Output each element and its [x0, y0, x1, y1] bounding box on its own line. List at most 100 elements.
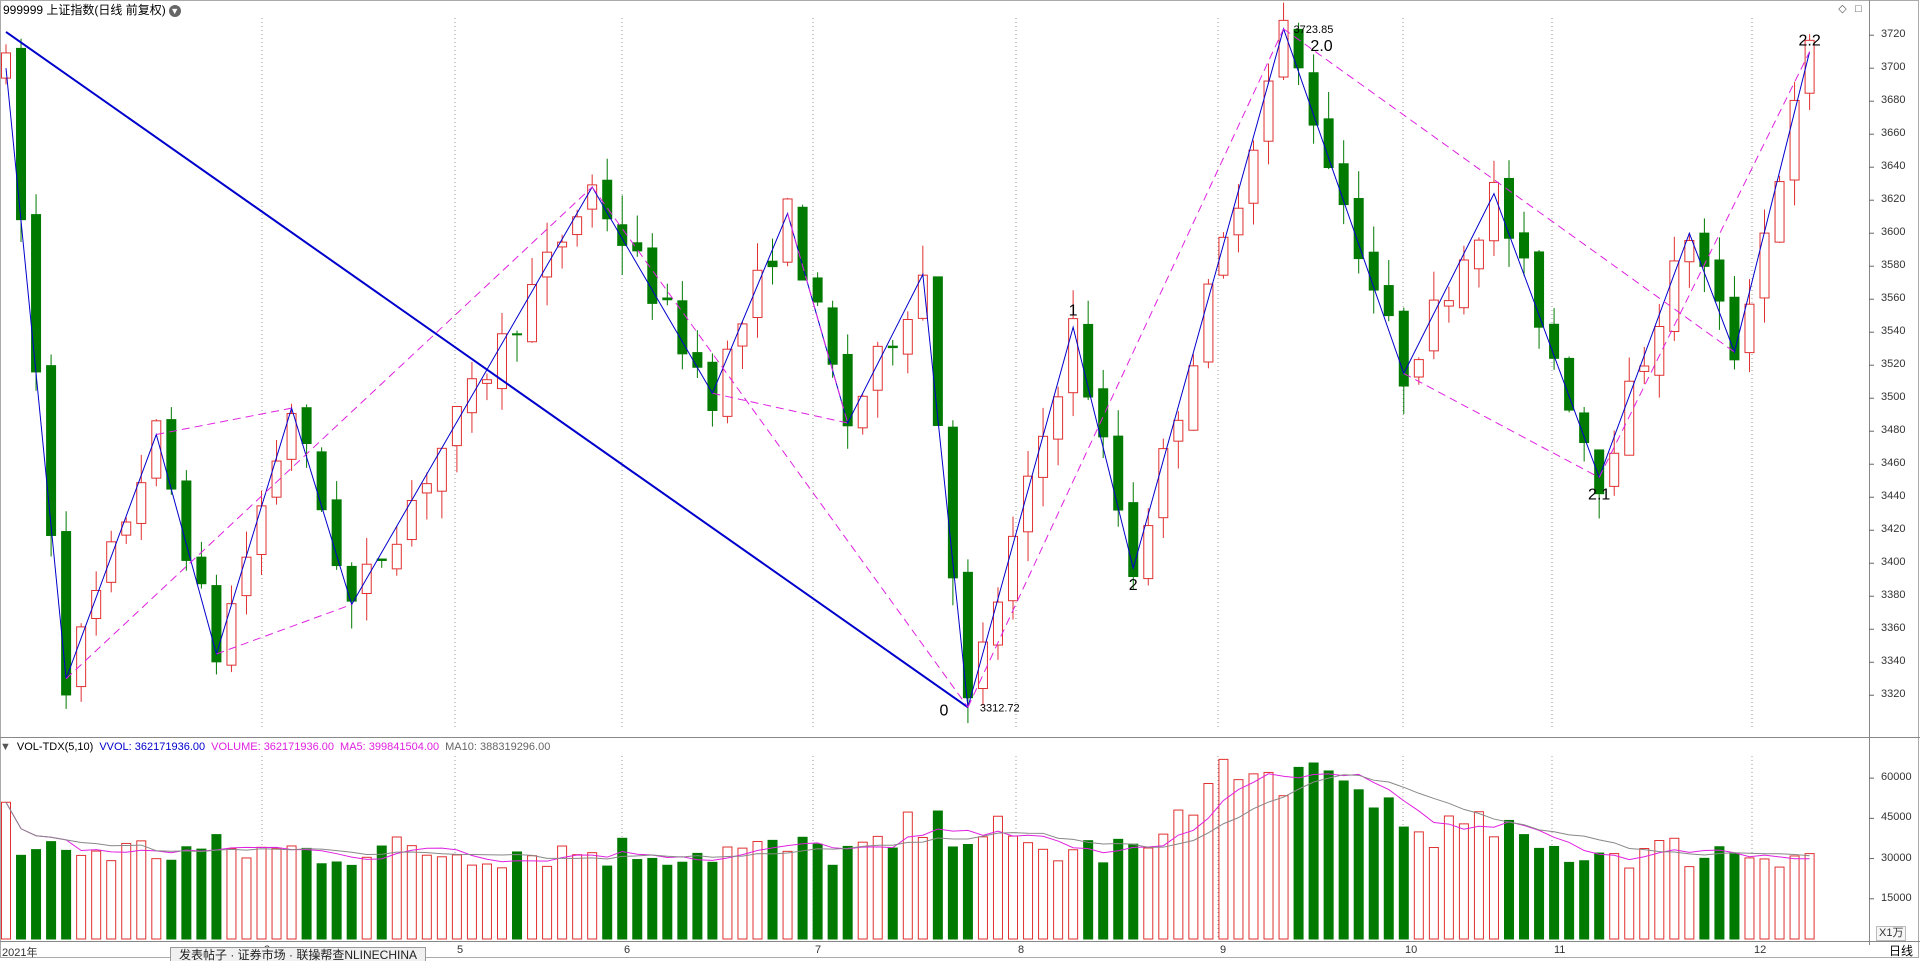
- wave-label-2-1: 2.1: [1588, 486, 1610, 503]
- dashed-projection: [65, 186, 593, 680]
- volume-bar: [1428, 847, 1439, 940]
- volume-bar: [481, 863, 492, 940]
- candle-body: [286, 413, 297, 460]
- candle-body: [677, 300, 688, 355]
- volume-bar: [722, 846, 733, 940]
- candle-body: [737, 323, 748, 347]
- dashed-projection: [967, 28, 1285, 708]
- volume-bar: [106, 860, 117, 940]
- volume-bar: [256, 846, 267, 940]
- candle-body: [812, 277, 823, 303]
- candle-body: [692, 352, 703, 368]
- candle-body: [1098, 388, 1109, 438]
- volume-bar: [1143, 847, 1154, 940]
- time-tick-label: 12: [1754, 944, 1767, 956]
- volume-bar: [1639, 848, 1650, 940]
- collapse-icon[interactable]: ▼: [0, 741, 11, 753]
- candle-body: [256, 505, 267, 556]
- window-restore-icon[interactable]: □: [1855, 3, 1862, 15]
- volume-unit-button[interactable]: X1万: [1876, 926, 1907, 941]
- candle-body: [947, 426, 958, 579]
- wave-label-2-0: 2.0: [1310, 38, 1332, 55]
- volume-bar: [782, 850, 793, 940]
- candle-body: [196, 556, 207, 585]
- volume-bar: [932, 810, 943, 940]
- price-tick-label: 3440: [1881, 490, 1906, 503]
- candle-body: [1744, 303, 1755, 354]
- volume-bar: [527, 855, 538, 940]
- volume-bar: [1549, 845, 1560, 940]
- volume-bar: [857, 841, 868, 940]
- volume-bar: [1008, 835, 1019, 940]
- candle-body: [1323, 118, 1334, 169]
- volume-tick-label: 60000: [1881, 771, 1912, 784]
- volume-bar: [436, 856, 447, 940]
- candle-body: [1293, 28, 1304, 69]
- volume-bar: [1789, 855, 1800, 940]
- price-tick-label: 3340: [1881, 655, 1906, 668]
- wave-line: [5, 27, 1811, 708]
- volume-bar: [1053, 860, 1064, 940]
- candle-body: [331, 499, 342, 567]
- candle-body: [857, 395, 868, 429]
- candle-body: [1263, 80, 1274, 142]
- volume-bar: [872, 835, 883, 940]
- diamond-icon[interactable]: ◇: [1838, 3, 1847, 15]
- price-tick-label: 3580: [1881, 259, 1906, 272]
- candle-body: [1774, 181, 1785, 243]
- candle-body: [617, 224, 628, 246]
- volume-bar: [346, 864, 357, 940]
- candle-body: [1504, 177, 1514, 239]
- candle-body: [1564, 357, 1575, 411]
- candle-body: [1639, 365, 1650, 372]
- candle-body: [1428, 299, 1439, 352]
- volume-bar: [181, 846, 192, 940]
- time-tick-label: 11: [1554, 944, 1566, 956]
- volume-bar: [1564, 861, 1575, 940]
- time-tick-label: 8: [1018, 944, 1025, 956]
- candle-body: [1, 52, 11, 79]
- volume-bar: [91, 850, 102, 940]
- volume-bar: [406, 845, 417, 940]
- candle-body: [587, 184, 598, 210]
- candle-body: [1443, 300, 1454, 307]
- volume-bar: [707, 861, 718, 940]
- volume-bar: [797, 836, 808, 940]
- chevron-down-icon[interactable]: ▼: [168, 4, 181, 17]
- bottom-tab[interactable]: 发表帖子 · 证券市场 · 联操帮查NLINECHINA: [170, 947, 427, 961]
- candle-body: [1353, 198, 1364, 260]
- volume-bar: [962, 844, 973, 940]
- candle-body: [1113, 435, 1124, 511]
- volume-bar: [1098, 862, 1109, 940]
- candle-body: [271, 460, 282, 498]
- period-button[interactable]: 日线: [1888, 944, 1913, 958]
- candle-body: [1398, 310, 1409, 387]
- candle-body: [767, 260, 778, 268]
- volume-bar: [542, 865, 553, 940]
- volume-indicator-name[interactable]: VOL-TDX(5,10): [16, 741, 94, 753]
- volume-bar: [1, 801, 11, 940]
- volume-bar: [466, 864, 477, 940]
- candle-body: [211, 585, 222, 663]
- candle-body: [151, 420, 162, 479]
- volume-bar: [31, 849, 42, 940]
- volume-bar: [1038, 848, 1049, 940]
- time-tick-label: 10: [1405, 944, 1418, 956]
- volume-bar: [376, 845, 387, 940]
- candle-body: [1473, 239, 1484, 270]
- candle-body: [1804, 39, 1815, 94]
- dashed-projection: [1283, 28, 1735, 353]
- volume-bar: [1308, 762, 1319, 940]
- price-tick-label: 3660: [1881, 127, 1906, 140]
- candle-body: [1023, 475, 1034, 533]
- volume-bar: [617, 837, 628, 940]
- candle-body: [106, 541, 117, 583]
- candle-body: [662, 297, 673, 301]
- candle-body: [1008, 535, 1019, 602]
- volume-bar: [1158, 833, 1169, 940]
- candle-body: [316, 451, 327, 511]
- wave-label-2: 2: [1129, 577, 1138, 594]
- volume-bar: [992, 815, 1003, 940]
